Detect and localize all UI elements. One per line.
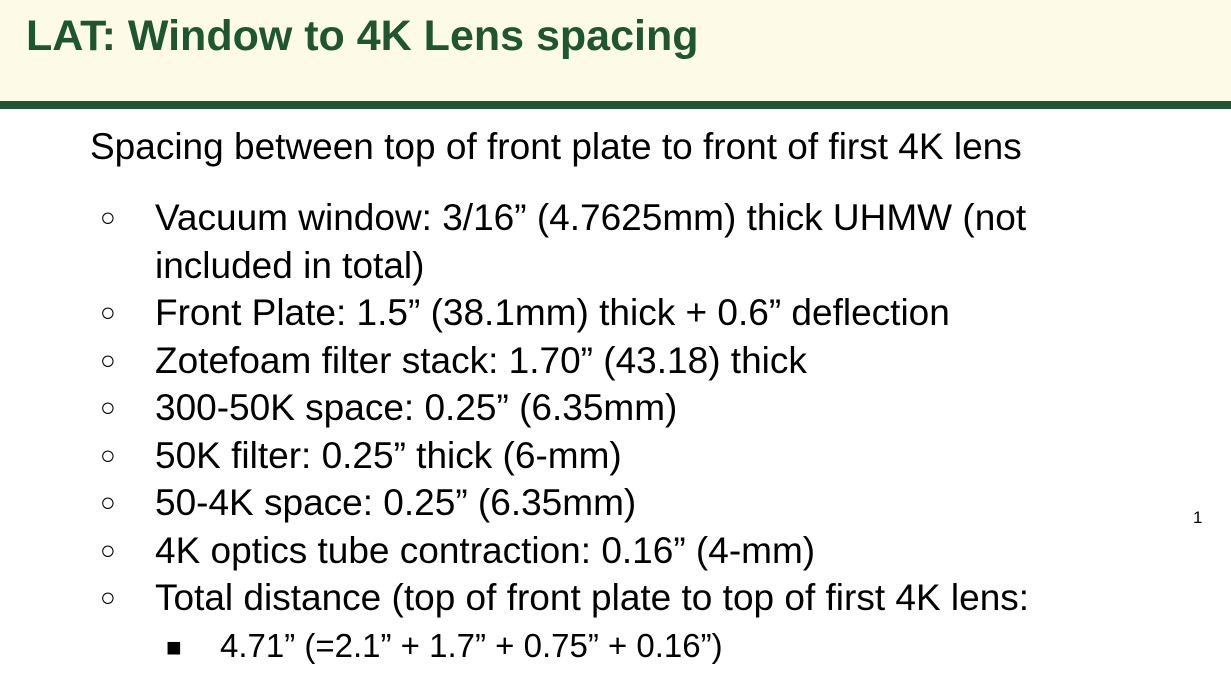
hollow-circle-bullet-icon: ○ bbox=[100, 439, 116, 470]
hollow-circle-bullet-icon: ○ bbox=[100, 344, 116, 375]
list-item: ○ Front Plate: 1.5” (38.1mm) thick + 0.6… bbox=[100, 289, 1130, 337]
list-item: ○ Zotefoam filter stack: 1.70” (43.18) t… bbox=[100, 337, 1130, 385]
list-item: ○ 4K optics tube contraction: 0.16” (4-m… bbox=[100, 527, 1130, 575]
list-item: ○ Total distance (top of front plate to … bbox=[100, 574, 1130, 622]
hollow-circle-bullet-icon: ○ bbox=[100, 202, 116, 232]
list-item-text: Front Plate: 1.5” (38.1mm) thick + 0.6” … bbox=[155, 292, 950, 333]
hollow-circle-bullet-icon: ○ bbox=[100, 392, 116, 422]
list-item-text: Total distance (top of front plate to to… bbox=[155, 577, 1030, 618]
filled-square-bullet-icon: ■ bbox=[166, 631, 182, 662]
intro-text: Spacing between top of front plate to fr… bbox=[90, 126, 1022, 167]
sub-list-item: ■ 4.71” (=2.1” + 1.7” + 0.75” + 0.16”) bbox=[100, 624, 1130, 668]
list-item: ○ 50K filter: 0.25” thick (6-mm) bbox=[100, 432, 1130, 480]
header-divider bbox=[0, 101, 1231, 109]
hollow-circle-bullet-icon: ○ bbox=[100, 297, 116, 327]
list-item-text: 50K filter: 0.25” thick (6-mm) bbox=[155, 434, 622, 476]
list-item: ○ 50-4K space: 0.25” (6.35mm) bbox=[100, 479, 1130, 527]
list-item-text: Vacuum window: 3/16” (4.7625mm) thick UH… bbox=[155, 197, 1027, 286]
list-item: ○ Vacuum window: 3/16” (4.7625mm) thick … bbox=[100, 194, 1130, 289]
list-item-text: 300-50K space: 0.25” (6.35mm) bbox=[155, 387, 678, 428]
slide-header: LAT: Window to 4K Lens spacing bbox=[0, 0, 1231, 101]
list-item-text: Zotefoam filter stack: 1.70” (43.18) thi… bbox=[155, 339, 807, 381]
list-item-text: 4K optics tube contraction: 0.16” (4-mm) bbox=[155, 529, 816, 571]
page-number: 1 bbox=[1193, 508, 1203, 527]
slide-title: LAT: Window to 4K Lens spacing bbox=[26, 12, 699, 60]
sub-list-item-text: 4.71” (=2.1” + 1.7” + 0.75” + 0.16”) bbox=[220, 626, 723, 664]
hollow-circle-bullet-icon: ○ bbox=[100, 582, 116, 612]
hollow-circle-bullet-icon: ○ bbox=[100, 534, 116, 565]
list-item-text: 50-4K space: 0.25” (6.35mm) bbox=[155, 482, 637, 523]
spacing-list: ○ Vacuum window: 3/16” (4.7625mm) thick … bbox=[100, 194, 1130, 668]
hollow-circle-bullet-icon: ○ bbox=[100, 487, 116, 517]
list-item: ○ 300-50K space: 0.25” (6.35mm) bbox=[100, 384, 1130, 432]
